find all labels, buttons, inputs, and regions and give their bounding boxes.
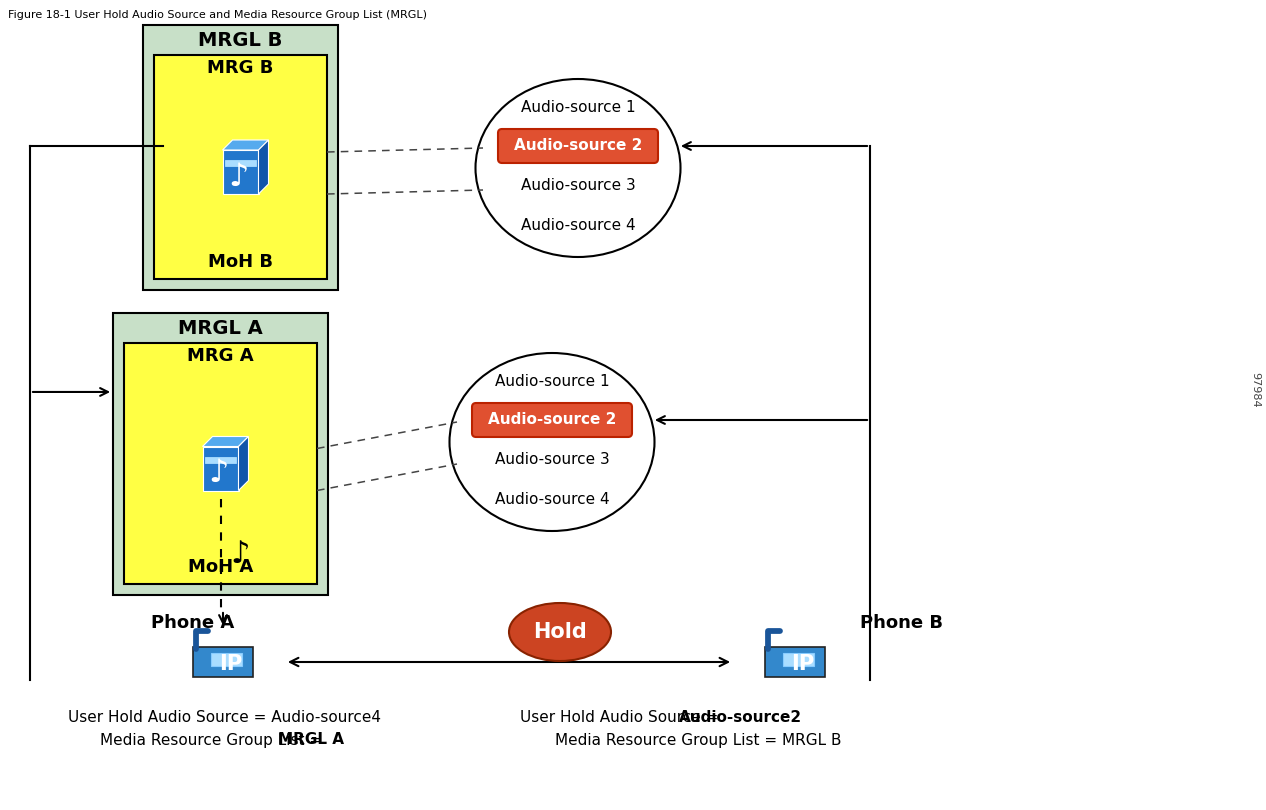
Text: Figure 18-1 User Hold Audio Source and Media Resource Group List (MRGL): Figure 18-1 User Hold Audio Source and M… xyxy=(8,10,427,20)
Text: 97984: 97984 xyxy=(1250,372,1260,407)
FancyBboxPatch shape xyxy=(124,343,316,584)
Polygon shape xyxy=(238,437,248,491)
Ellipse shape xyxy=(449,353,655,531)
FancyBboxPatch shape xyxy=(225,160,256,166)
FancyBboxPatch shape xyxy=(205,457,235,463)
Ellipse shape xyxy=(476,79,681,257)
Text: MRGL B: MRGL B xyxy=(199,31,282,49)
FancyBboxPatch shape xyxy=(472,403,632,437)
Text: Audio-source 2: Audio-source 2 xyxy=(514,139,642,154)
Text: Phone B: Phone B xyxy=(860,614,943,632)
Text: Audio-source 3: Audio-source 3 xyxy=(520,178,636,194)
Text: IP: IP xyxy=(791,654,814,674)
FancyBboxPatch shape xyxy=(765,647,825,677)
Text: ♪: ♪ xyxy=(228,161,248,193)
Text: Audio-source 1: Audio-source 1 xyxy=(520,100,636,116)
Text: MRGL A: MRGL A xyxy=(179,318,263,338)
Text: User Hold Audio Source =: User Hold Audio Source = xyxy=(520,710,723,724)
Text: Audio-source 4: Audio-source 4 xyxy=(495,492,609,506)
Text: Audio-source2: Audio-source2 xyxy=(679,710,801,724)
FancyBboxPatch shape xyxy=(194,647,253,677)
Polygon shape xyxy=(203,437,248,446)
Text: Audio-source 2: Audio-source 2 xyxy=(487,412,617,428)
Text: IP: IP xyxy=(219,654,242,674)
Text: Audio-source 4: Audio-source 4 xyxy=(520,218,636,232)
Text: Media Resource Group List = MRGL B: Media Resource Group List = MRGL B xyxy=(555,732,842,748)
Text: ♪: ♪ xyxy=(230,539,251,569)
Text: MRGL A: MRGL A xyxy=(277,732,344,748)
Text: Hold: Hold xyxy=(533,622,587,642)
Text: Phone A: Phone A xyxy=(151,614,234,632)
Polygon shape xyxy=(223,140,268,150)
Text: MRG B: MRG B xyxy=(208,59,273,77)
FancyBboxPatch shape xyxy=(782,653,814,666)
Text: User Hold Audio Source = Audio-source4: User Hold Audio Source = Audio-source4 xyxy=(68,710,381,724)
Text: MoH B: MoH B xyxy=(208,253,273,271)
FancyBboxPatch shape xyxy=(113,313,328,595)
Text: Audio-source 1: Audio-source 1 xyxy=(495,374,609,390)
Polygon shape xyxy=(203,446,238,491)
Text: Media Resource Group List =: Media Resource Group List = xyxy=(100,732,327,748)
FancyBboxPatch shape xyxy=(154,55,327,279)
Text: MoH A: MoH A xyxy=(187,558,253,576)
Text: MRG A: MRG A xyxy=(187,347,253,365)
Polygon shape xyxy=(223,150,258,194)
Ellipse shape xyxy=(509,603,611,661)
Polygon shape xyxy=(258,140,268,194)
FancyBboxPatch shape xyxy=(210,653,242,666)
Text: Audio-source 3: Audio-source 3 xyxy=(495,453,609,467)
FancyBboxPatch shape xyxy=(143,25,338,290)
Text: ♪: ♪ xyxy=(209,458,229,489)
FancyBboxPatch shape xyxy=(498,129,658,163)
